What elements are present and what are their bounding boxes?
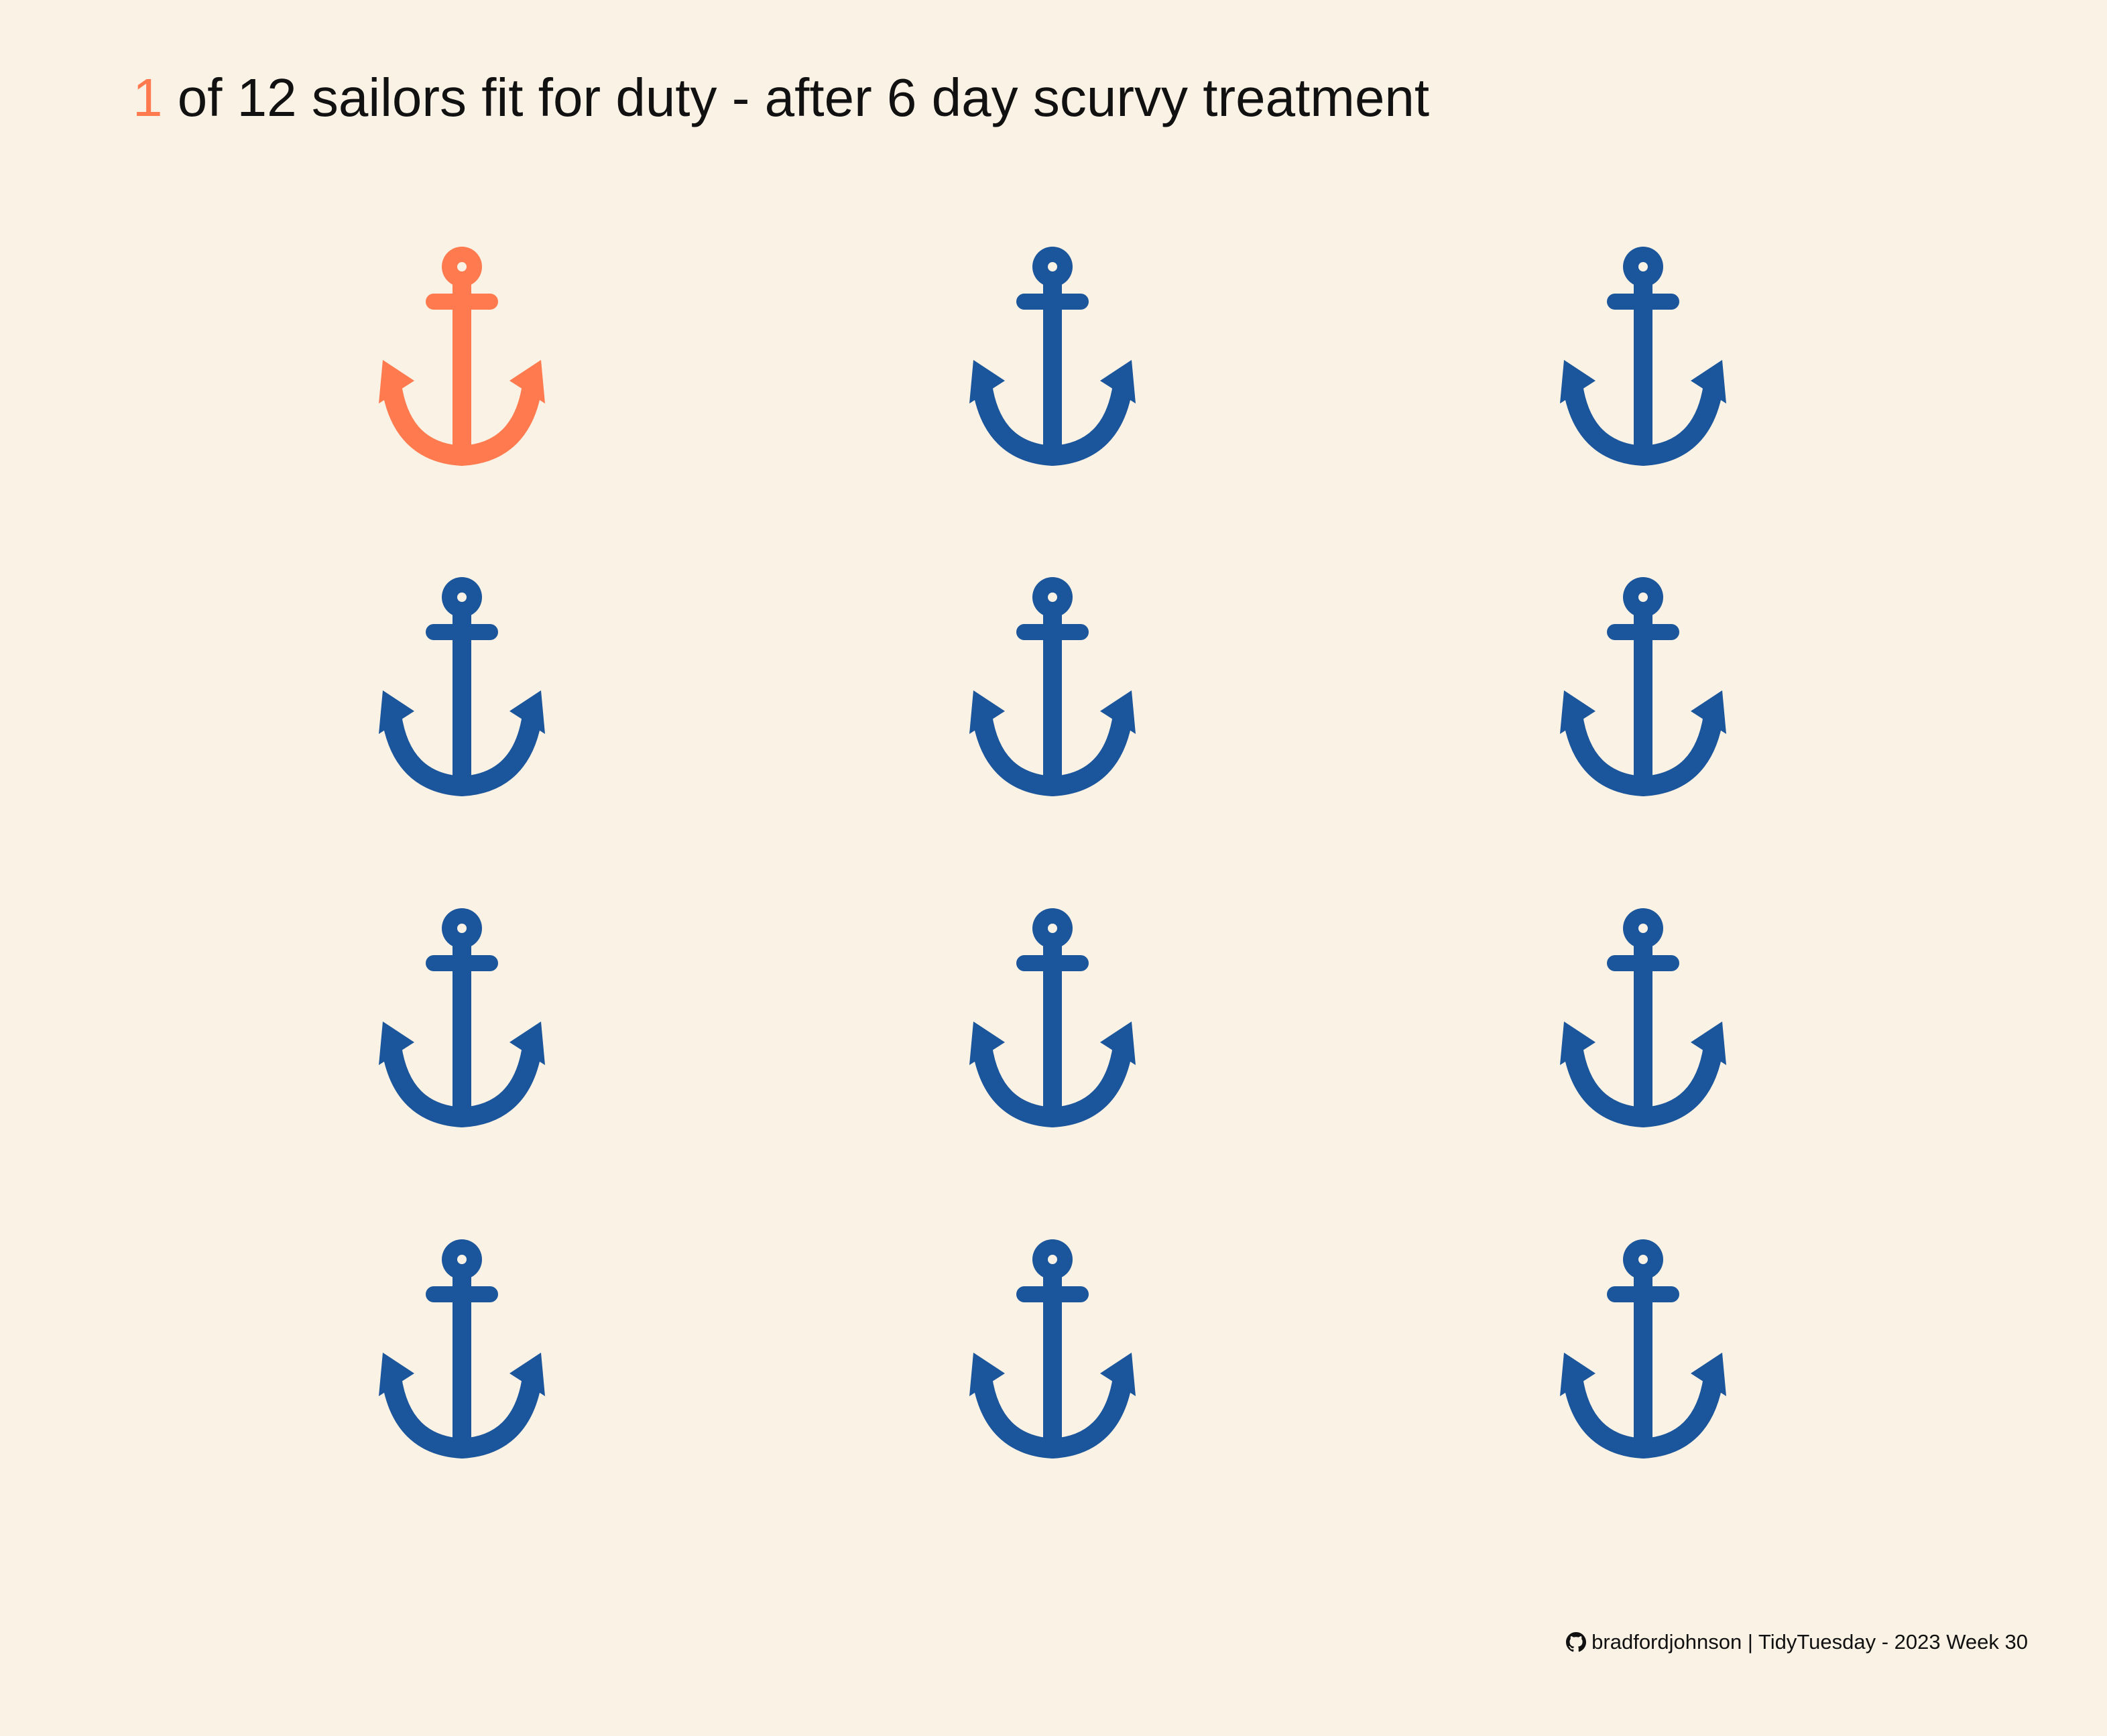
anchor-icon-not-fit	[969, 908, 1136, 1124]
anchor-icon-not-fit	[969, 1239, 1136, 1455]
anchor-icon-not-fit	[1560, 908, 1726, 1124]
anchor-icon-not-fit	[379, 908, 545, 1124]
github-icon	[1566, 1632, 1587, 1652]
anchor-icon-not-fit	[969, 247, 1136, 462]
anchor-icon-not-fit	[1560, 577, 1726, 793]
caption: bradfordjohnson | TidyTuesday - 2023 Wee…	[1566, 1630, 2028, 1654]
anchor-icon-not-fit	[1560, 1239, 1726, 1455]
anchor-icon-not-fit	[379, 1239, 545, 1455]
title-text: of 12 sailors fit for duty - after 6 day…	[162, 68, 1430, 127]
anchor-icon-not-fit	[379, 577, 545, 793]
caption-text: bradfordjohnson | TidyTuesday - 2023 Wee…	[1591, 1630, 2028, 1654]
anchor-icon-not-fit	[1560, 247, 1726, 462]
chart-title: 1 of 12 sailors fit for duty - after 6 d…	[133, 66, 1429, 130]
anchor-icon-fit	[379, 247, 545, 462]
title-highlight-count: 1	[133, 68, 163, 127]
anchor-icon-not-fit	[969, 577, 1136, 793]
